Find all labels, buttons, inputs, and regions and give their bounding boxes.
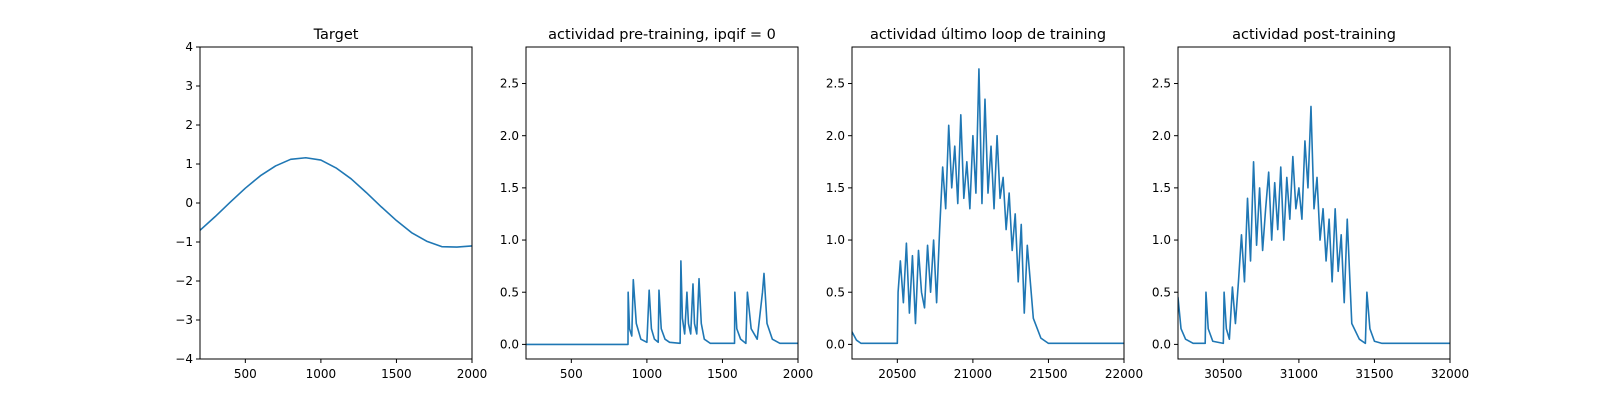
x-tick-label: 21000 <box>954 367 992 381</box>
x-tick-label: 31000 <box>1280 367 1318 381</box>
subplot-title: Target <box>313 27 359 43</box>
y-tick-label: 2 <box>185 118 193 132</box>
y-tick-label: 2.0 <box>826 129 845 143</box>
subplot-title: actividad último loop de training <box>870 27 1106 43</box>
axes-frame-2 <box>525 46 799 360</box>
y-tick-label: 4 <box>185 40 193 54</box>
y-tick-label: 0.0 <box>500 338 519 352</box>
y-tick-label: 0 <box>185 196 193 210</box>
axes-frame-4 <box>1177 46 1451 360</box>
subplot-title: actividad pre-training, ipqif = 0 <box>548 27 776 43</box>
series-line-4-1 <box>1178 105 1450 345</box>
x-tick-label: 2000 <box>783 367 814 381</box>
series-line-1-1 <box>200 156 472 248</box>
x-tick-label: 32000 <box>1431 367 1469 381</box>
subplot-1: 500 1000 1500 2000 −4 −3 −2 −1 0 1 2 3 4 Target <box>175 27 487 381</box>
y-tick-label: 2.0 <box>500 129 519 143</box>
y-tick-label: 1 <box>185 157 193 171</box>
x-tick-label: 20500 <box>878 367 916 381</box>
subplot-title: actividad post-training <box>1232 27 1396 43</box>
y-tick-label: 0.0 <box>1152 338 1171 352</box>
y-tick-label: 1.0 <box>1152 233 1171 247</box>
subplot-grid: 500 1000 1500 2000 −4 −3 −2 −1 0 1 2 3 4 Target 500 100… <box>175 27 1469 381</box>
subplot-2: 500 1000 1500 2000 0.0 0.5 1.0 1.5 2.0 2.5 activid… <box>500 27 813 381</box>
y-tick-label: 1.0 <box>826 233 845 247</box>
y-tick-label: 0.5 <box>1152 285 1171 299</box>
y-tick-label: 0.0 <box>826 338 845 352</box>
x-tick-label: 1500 <box>707 367 738 381</box>
y-tick-label: 1.5 <box>500 181 519 195</box>
y-tick-label: 1.0 <box>500 233 519 247</box>
y-tick-label: −1 <box>175 235 193 249</box>
series-line-2-1 <box>526 260 798 346</box>
y-tick-label: 1.5 <box>826 181 845 195</box>
x-tick-label: 31500 <box>1355 367 1393 381</box>
y-tick-label: 2.0 <box>1152 129 1171 143</box>
x-tick-label: 1000 <box>306 367 337 381</box>
y-tick-label: 0.5 <box>500 285 519 299</box>
y-tick-label: 2.5 <box>826 77 845 91</box>
x-tick-label: 21500 <box>1029 367 1067 381</box>
y-tick-label: 3 <box>185 79 193 93</box>
x-tick-label: 2000 <box>457 367 488 381</box>
y-tick-label: 1.5 <box>1152 181 1171 195</box>
subplot-4: 30500 31000 31500 32000 0.0 0.5 1.0 1.5 2.0 2.5 ac… <box>1152 27 1469 381</box>
x-tick-label: 1000 <box>632 367 663 381</box>
y-tick-label: −2 <box>175 274 193 288</box>
x-tick-label: 500 <box>234 367 257 381</box>
y-tick-label: −4 <box>175 352 193 366</box>
subplot-3: 20500 21000 21500 22000 0.0 0.5 1.0 1.5 2.0 2.5 ac… <box>826 27 1143 381</box>
x-tick-label: 500 <box>560 367 583 381</box>
series-line-3-1 <box>852 68 1124 345</box>
y-tick-label: 2.5 <box>1152 77 1171 91</box>
x-tick-label: 22000 <box>1105 367 1143 381</box>
x-tick-label: 30500 <box>1204 367 1242 381</box>
y-tick-label: 2.5 <box>500 77 519 91</box>
y-tick-label: −3 <box>175 313 193 327</box>
axes-frame-3 <box>851 46 1125 360</box>
y-tick-label: 0.5 <box>826 285 845 299</box>
x-tick-label: 1500 <box>381 367 412 381</box>
